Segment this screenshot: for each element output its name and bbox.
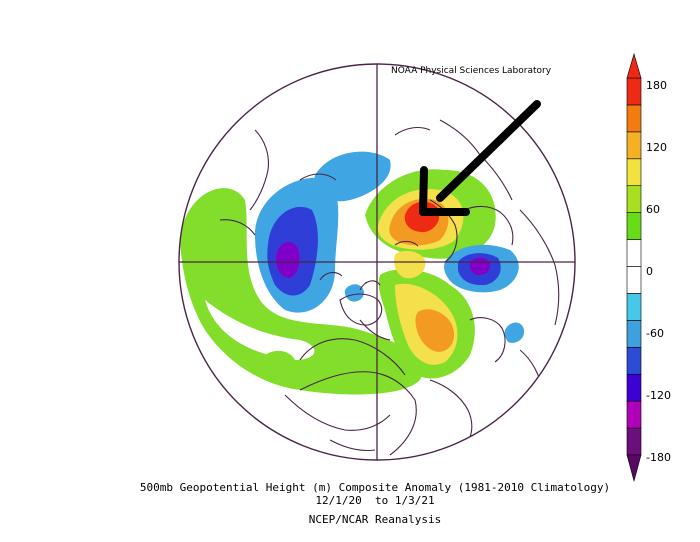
map-border: [178, 63, 576, 461]
colorbar-segment: [626, 158, 642, 187]
negative-spot-atlantic: [344, 284, 364, 302]
caption-title: 500mb Geopotential Height (m) Composite …: [139, 481, 611, 494]
positive-anomaly-atlantic-orange: [415, 309, 455, 352]
colorbar-segment: [626, 131, 642, 160]
positive-anomaly-north-atlantic: [394, 250, 426, 279]
positive-spot-north-america: [264, 350, 296, 376]
colorbar-tick-label: -180: [646, 451, 671, 464]
colorbar-segment: [626, 104, 642, 133]
colorbar-segment: [626, 266, 642, 294]
colorbar-segment: [626, 185, 642, 213]
colorbar-segment: [626, 427, 642, 456]
map-disk: [179, 64, 575, 460]
colorbar-tick-label: -60: [646, 327, 664, 340]
colorbar-segment: [626, 239, 642, 267]
colorbar-tick-label: 60: [646, 203, 660, 216]
colorbar-segment: [626, 320, 642, 348]
annotation-arrow: [419, 100, 541, 216]
colorbar-bottom-arrow: [626, 454, 642, 483]
colorbar-top-arrow: [626, 52, 642, 79]
colorbar: [626, 52, 642, 483]
credit-text: NOAA Physical Sciences Laboratory: [391, 66, 552, 76]
colorbar-segment: [626, 77, 642, 106]
colorbar-tick-label: 120: [646, 141, 667, 154]
core-negative-bering: [276, 242, 300, 278]
colorbar-tick-label: -120: [646, 389, 671, 402]
caption-dates: 12/1/20 to 1/3/21: [315, 494, 435, 507]
colorbar-tick-label: 0: [646, 265, 653, 278]
light-negative-band: [205, 300, 315, 360]
colorbar-segment: [626, 400, 642, 429]
caption-source: NCEP/NCAR Reanalysis: [308, 513, 442, 526]
colorbar-segment: [626, 346, 642, 375]
colorbar-tick-label: 180: [646, 79, 667, 92]
negative-anomaly-arctic: [314, 151, 391, 202]
coastlines: [219, 119, 560, 456]
negative-spot-asia: [504, 322, 525, 343]
colorbar-segment: [626, 212, 642, 240]
colorbar-segment: [626, 293, 642, 321]
colorbar-segment: [626, 373, 642, 402]
